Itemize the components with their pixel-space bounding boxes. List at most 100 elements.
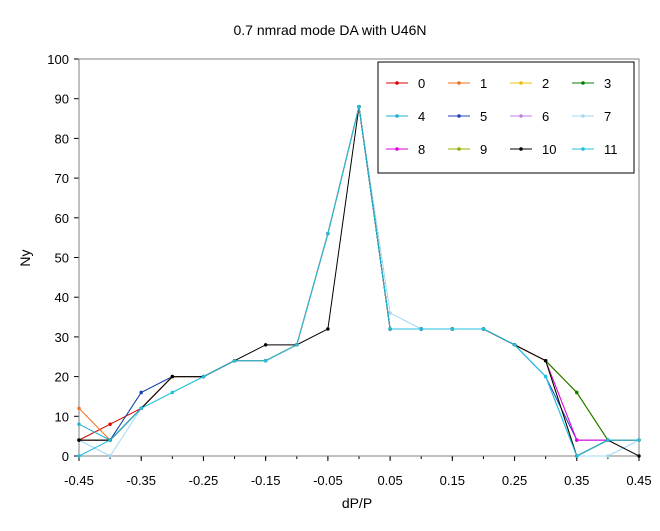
legend-item: 4 (386, 109, 425, 124)
legend-item: 2 (510, 76, 549, 91)
series-layer (77, 104, 641, 458)
data-point (543, 374, 548, 379)
legend-item: 8 (386, 142, 425, 157)
x-tick-label: -0.05 (313, 473, 343, 488)
x-tick-label: 0.25 (502, 473, 527, 488)
legend-marker (581, 114, 585, 118)
legend-item: 0 (386, 76, 425, 91)
data-point (512, 343, 517, 347)
data-point (263, 359, 268, 363)
y-tick-label: 0 (62, 449, 69, 464)
data-point (201, 374, 206, 379)
data-point (170, 374, 175, 379)
data-point (295, 343, 299, 347)
x-tick-label: -0.45 (64, 473, 94, 488)
data-point (575, 454, 579, 458)
legend-marker (581, 81, 585, 85)
data-point (77, 422, 81, 426)
y-tick-label: 10 (55, 409, 69, 424)
data-point (575, 438, 579, 442)
x-axis-label: dP/P (342, 495, 372, 511)
data-point (108, 438, 112, 442)
legend-marker (519, 114, 523, 118)
legend-marker (457, 81, 461, 85)
data-point (326, 231, 330, 236)
legend-marker (395, 81, 399, 85)
legend-label: 5 (480, 109, 487, 124)
y-tick-label: 20 (55, 370, 69, 385)
legend-item: 3 (572, 76, 611, 91)
legend-item: 9 (448, 142, 487, 157)
data-point (606, 454, 610, 458)
series-11 (77, 104, 641, 458)
data-point (450, 327, 455, 331)
x-tick-label: 0.45 (626, 473, 651, 488)
data-point (77, 454, 81, 458)
legend-label: 4 (418, 109, 425, 124)
legend-item: 6 (510, 109, 549, 124)
data-point (139, 406, 143, 411)
legend-item: 7 (572, 109, 611, 124)
data-point (108, 422, 112, 426)
legend-label: 7 (604, 109, 611, 124)
legend-marker (519, 147, 523, 151)
legend-label: 2 (542, 76, 549, 91)
data-point (263, 343, 268, 347)
data-point (419, 327, 423, 331)
x-tick-label: 0.05 (377, 473, 402, 488)
legend-item: 11 (572, 142, 618, 157)
data-point (170, 390, 175, 395)
y-tick-label: 30 (55, 330, 69, 345)
legend-label: 10 (542, 142, 556, 157)
chart-title: 0.7 nmrad mode DA with U46N (234, 22, 427, 38)
x-tick-label: -0.15 (251, 473, 281, 488)
y-tick-label: 90 (55, 92, 69, 107)
data-point (232, 359, 237, 363)
legend-label: 6 (542, 109, 549, 124)
y-axis-label: Ny (17, 249, 33, 266)
legend-label: 1 (480, 76, 487, 91)
legend-label: 3 (604, 76, 611, 91)
legend-box (377, 61, 635, 174)
data-point (357, 104, 361, 109)
legend-marker (457, 114, 461, 118)
y-tick-label: 80 (55, 131, 69, 146)
y-tick-label: 40 (55, 290, 69, 305)
y-tick-label: 50 (55, 251, 69, 266)
legend-marker (395, 114, 399, 118)
x-tick-label: -0.35 (126, 473, 156, 488)
x-tick-label: -0.25 (189, 473, 219, 488)
x-tick-label: 0.35 (564, 473, 589, 488)
data-point (326, 327, 330, 331)
data-point (388, 327, 392, 331)
data-point (481, 327, 486, 331)
legend-label: 0 (418, 76, 425, 91)
legend-label: 11 (604, 142, 618, 157)
data-point (543, 359, 548, 363)
data-point (575, 390, 579, 395)
data-point (388, 311, 392, 315)
legend-item: 1 (448, 76, 487, 91)
data-point (108, 454, 112, 458)
legend-label: 9 (480, 142, 487, 157)
legend-marker (519, 81, 523, 85)
y-axis-ticks: 0 10 20 30 40 50 60 70 80 90 100 (47, 52, 79, 464)
y-tick-label: 100 (47, 52, 69, 67)
y-tick-label: 70 (55, 171, 69, 186)
data-point (77, 438, 81, 442)
legend-label: 8 (418, 142, 425, 157)
legend-item: 10 (510, 142, 556, 157)
data-point (637, 438, 641, 442)
legend-marker (395, 147, 399, 151)
legend-item: 5 (448, 109, 487, 124)
legend-marker (457, 147, 461, 151)
data-point (139, 390, 143, 395)
legend: 0 1 2 3 4 5 6 7 8 9 10 11 (377, 61, 635, 174)
x-axis-ticks: -0.45 -0.35 -0.25 -0.15 -0.05 0.05 0.15 0.25 0.3… (64, 456, 652, 488)
x-tick-label: 0.15 (440, 473, 465, 488)
data-point (606, 438, 610, 442)
y-tick-label: 60 (55, 211, 69, 226)
legend-marker (581, 147, 585, 151)
data-point (77, 406, 81, 411)
